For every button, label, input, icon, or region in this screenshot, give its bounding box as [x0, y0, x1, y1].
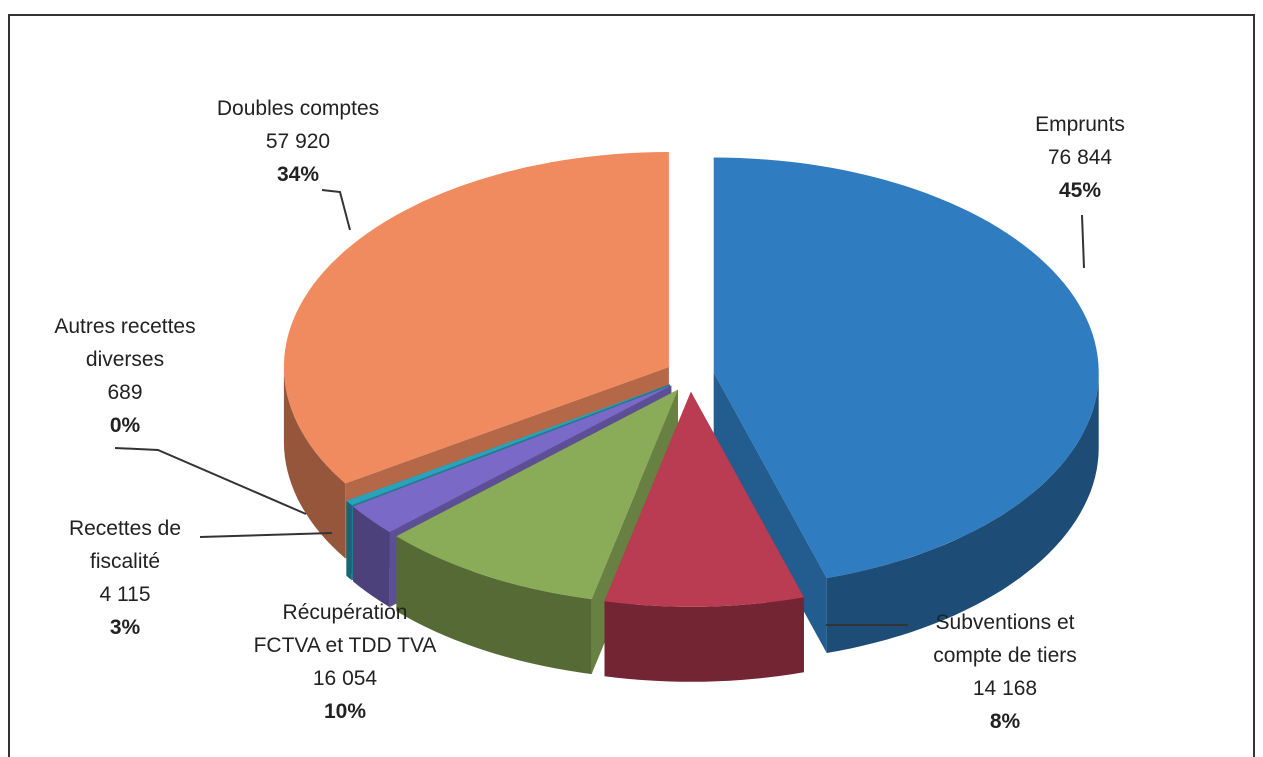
leader-line: [114, 447, 307, 515]
slice-wall: [353, 506, 390, 608]
slice-wall: [826, 372, 1099, 653]
percent-label: 3%: [109, 616, 141, 639]
slice-wall: [396, 536, 592, 675]
value-label: 4 115: [99, 583, 151, 606]
slice: [284, 152, 669, 484]
category-label: Récupération FCTVA et TDD TVA: [253, 601, 437, 657]
slice-wall: [604, 597, 804, 682]
slice: [346, 384, 670, 506]
slice-wall: [283, 367, 346, 559]
value-label: 76 844: [1047, 146, 1113, 169]
value-label: 57 920: [265, 130, 331, 153]
slice: [353, 385, 672, 533]
slice-label: Autres recettes diverses 689 0%: [25, 310, 225, 442]
value-label: 16 054: [312, 667, 378, 690]
slice-label: Emprunts 76 844 45%: [1010, 108, 1150, 207]
leader-line: [199, 532, 333, 538]
category-label: Doubles comptes: [216, 97, 380, 120]
leader-lines: [114, 189, 1085, 626]
percent-label: 34%: [276, 163, 320, 186]
slice-side: [713, 372, 827, 653]
percent-label: 45%: [1058, 179, 1102, 202]
category-label: Emprunts: [1035, 113, 1125, 136]
slice: [713, 157, 1099, 578]
value-label: 689: [107, 381, 143, 404]
slice-label: Subventions et compte de tiers 14 168 8%: [905, 606, 1105, 738]
slice: [604, 391, 804, 607]
leader-line: [1081, 214, 1085, 269]
leader-line: [321, 189, 351, 231]
slice-wall: [346, 500, 352, 581]
slice: [396, 389, 678, 600]
frame: [8, 14, 1255, 757]
category-label: Autres recettes diverses: [54, 315, 196, 371]
slice-label: Récupération FCTVA et TDD TVA 16 054 10%: [253, 596, 438, 728]
value-label: 14 168: [972, 677, 1038, 700]
slice-label: Recettes de fiscalité 4 115 3%: [55, 512, 195, 644]
tops: [284, 152, 1099, 607]
category-label: Recettes de fiscalité: [68, 517, 182, 573]
percent-label: 8%: [989, 710, 1021, 733]
slice-label: Doubles comptes 57 920 34%: [168, 92, 428, 191]
percent-label: 10%: [323, 700, 367, 723]
percent-label: 0%: [109, 414, 141, 437]
category-label: Subventions et compte de tiers: [933, 611, 1077, 667]
